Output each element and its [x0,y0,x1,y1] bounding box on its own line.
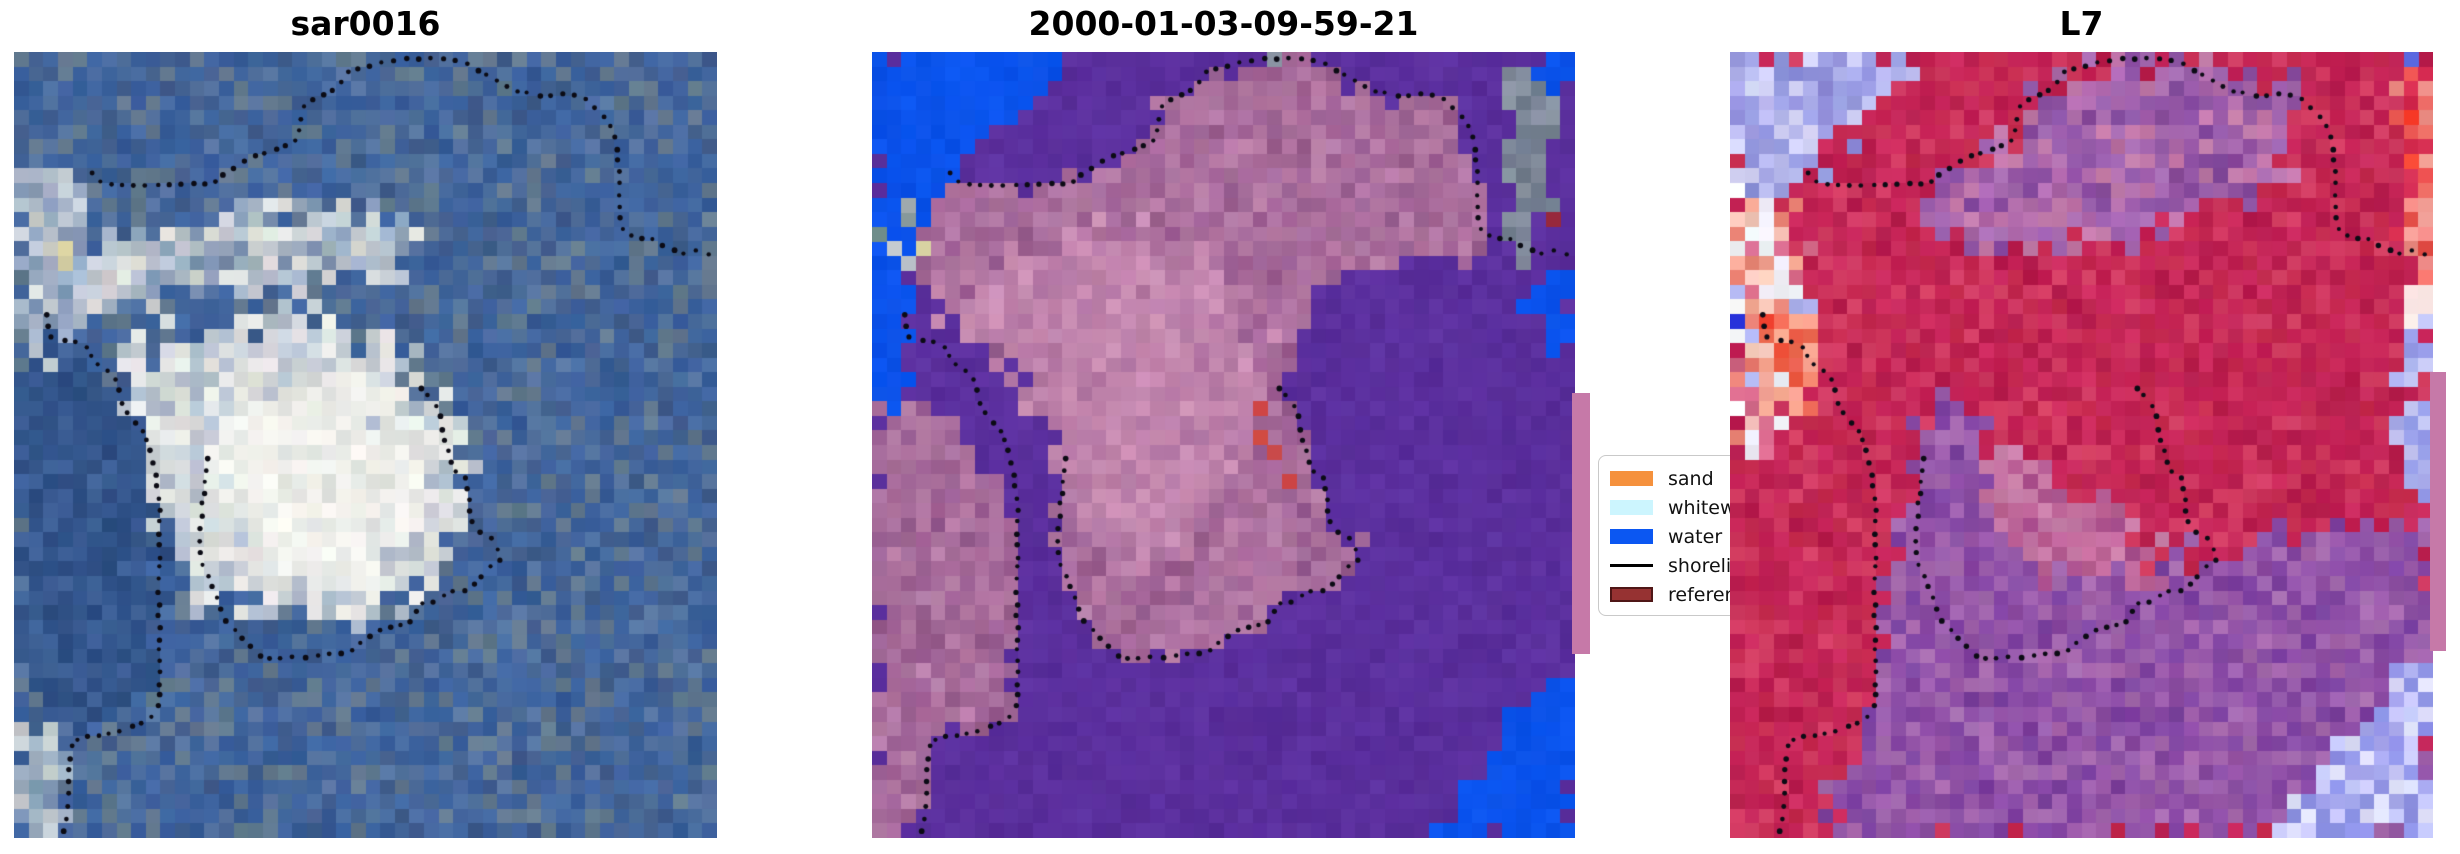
legend-label-sand: sand [1668,467,1714,490]
legend-line-shoreline [1610,564,1653,567]
reference-strip-l7-panel [2430,372,2446,651]
legend-swatch-reference [1610,587,1653,602]
legend-row-sand: sand [1610,464,1797,493]
panel-l7 [1730,52,2433,838]
panel-title-date: 2000-01-03-09-59-21 [1028,4,1419,43]
panel-title-l7: L7 [2059,4,2104,43]
panel-classified-date [872,52,1575,838]
legend-swatch-water [1610,529,1653,544]
satellite-image-l7 [1730,52,2433,838]
satellite-image-sar0016 [14,52,717,838]
legend-label-water: water [1668,525,1723,548]
satellite-image-classified [872,52,1575,838]
panel-title-sar0016: sar0016 [290,4,441,43]
legend-swatch-sand [1610,471,1653,486]
legend-row-water: water [1610,522,1797,551]
panel-sar0016 [14,52,717,838]
legend-swatch-whitewater [1610,500,1653,515]
reference-strip-middle-panel [1572,393,1590,654]
